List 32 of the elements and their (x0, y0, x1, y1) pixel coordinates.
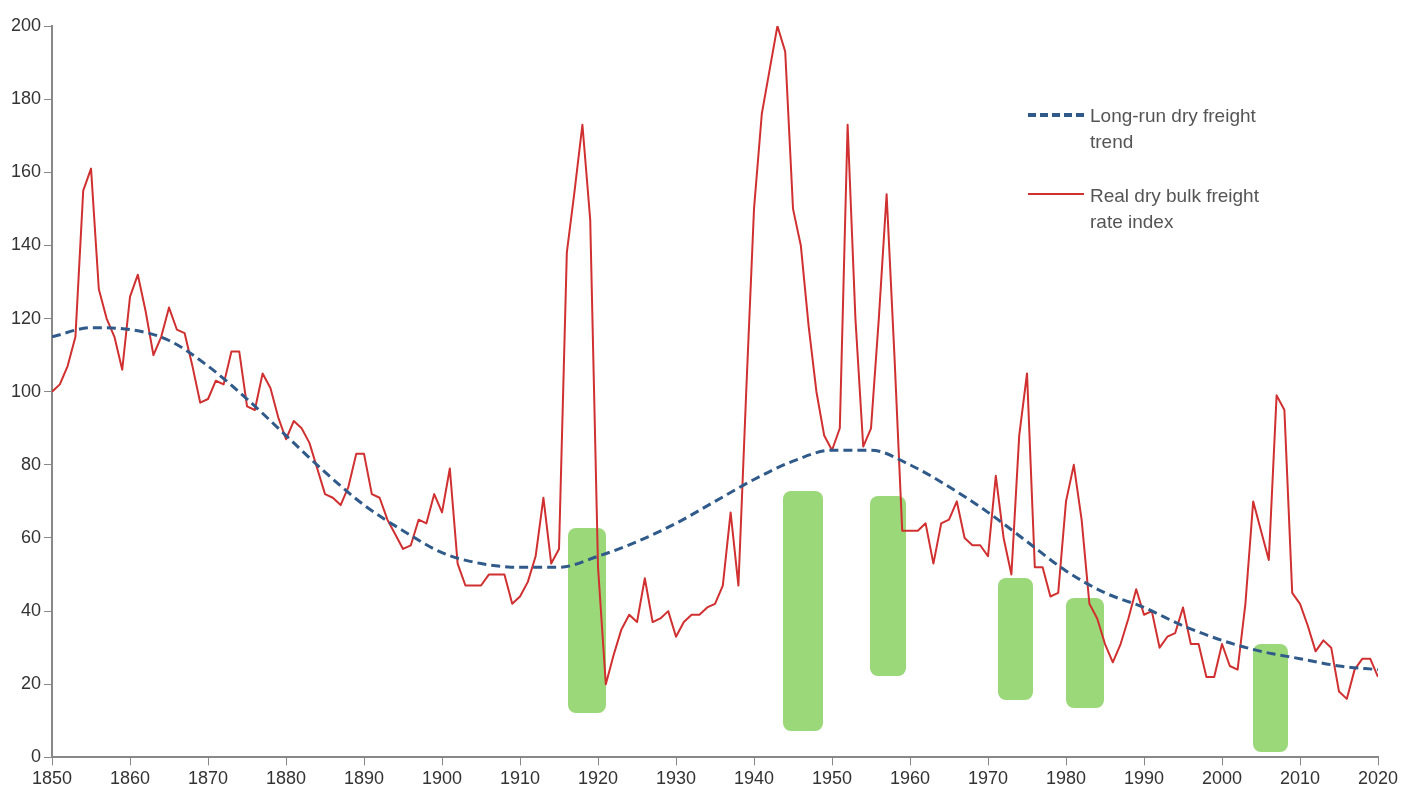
y-tick-label: 0 (31, 746, 42, 767)
y-tick-label: 20 (21, 673, 42, 694)
x-tick-label: 1880 (266, 768, 307, 789)
x-tick-label: 1860 (110, 768, 151, 789)
x-tick-label: 1940 (733, 768, 775, 789)
y-tick-label: 80 (21, 453, 42, 474)
x-tick-label: 1920 (578, 768, 619, 789)
y-tick-label: 200 (10, 14, 42, 35)
x-tick-label: 2000 (1201, 768, 1243, 789)
x-tick-label: 1990 (1123, 768, 1165, 789)
y-tick-label: 140 (10, 234, 42, 255)
x-tick-label: 1870 (188, 768, 229, 789)
legend-label: Long-run dry freight trend (1090, 104, 1257, 154)
y-tick-label: 100 (10, 380, 42, 401)
y-tick-label: 40 (21, 600, 42, 621)
x-tick-label: 2020 (1357, 768, 1399, 789)
x-tick-label: 1850 (32, 768, 73, 789)
y-tick-label: 180 (10, 88, 42, 109)
x-tick-label: 1950 (811, 768, 853, 789)
x-tick-label: 1970 (967, 768, 1009, 789)
x-tick-label: 1980 (1045, 768, 1087, 789)
x-tick-label: 1930 (655, 768, 697, 789)
y-tick-label: 160 (10, 161, 42, 182)
x-tick-label: 1890 (344, 768, 385, 789)
x-tick-label: 2010 (1279, 768, 1321, 789)
x-tick-label: 1960 (889, 768, 931, 789)
legend-label: Real dry bulk freight rate index (1090, 184, 1260, 234)
line-series (52, 326, 1378, 672)
x-tick-label: 1910 (500, 768, 541, 789)
y-tick-label: 120 (10, 307, 42, 328)
y-tick-label: 60 (21, 526, 42, 547)
x-tick-label: 1900 (422, 768, 463, 789)
